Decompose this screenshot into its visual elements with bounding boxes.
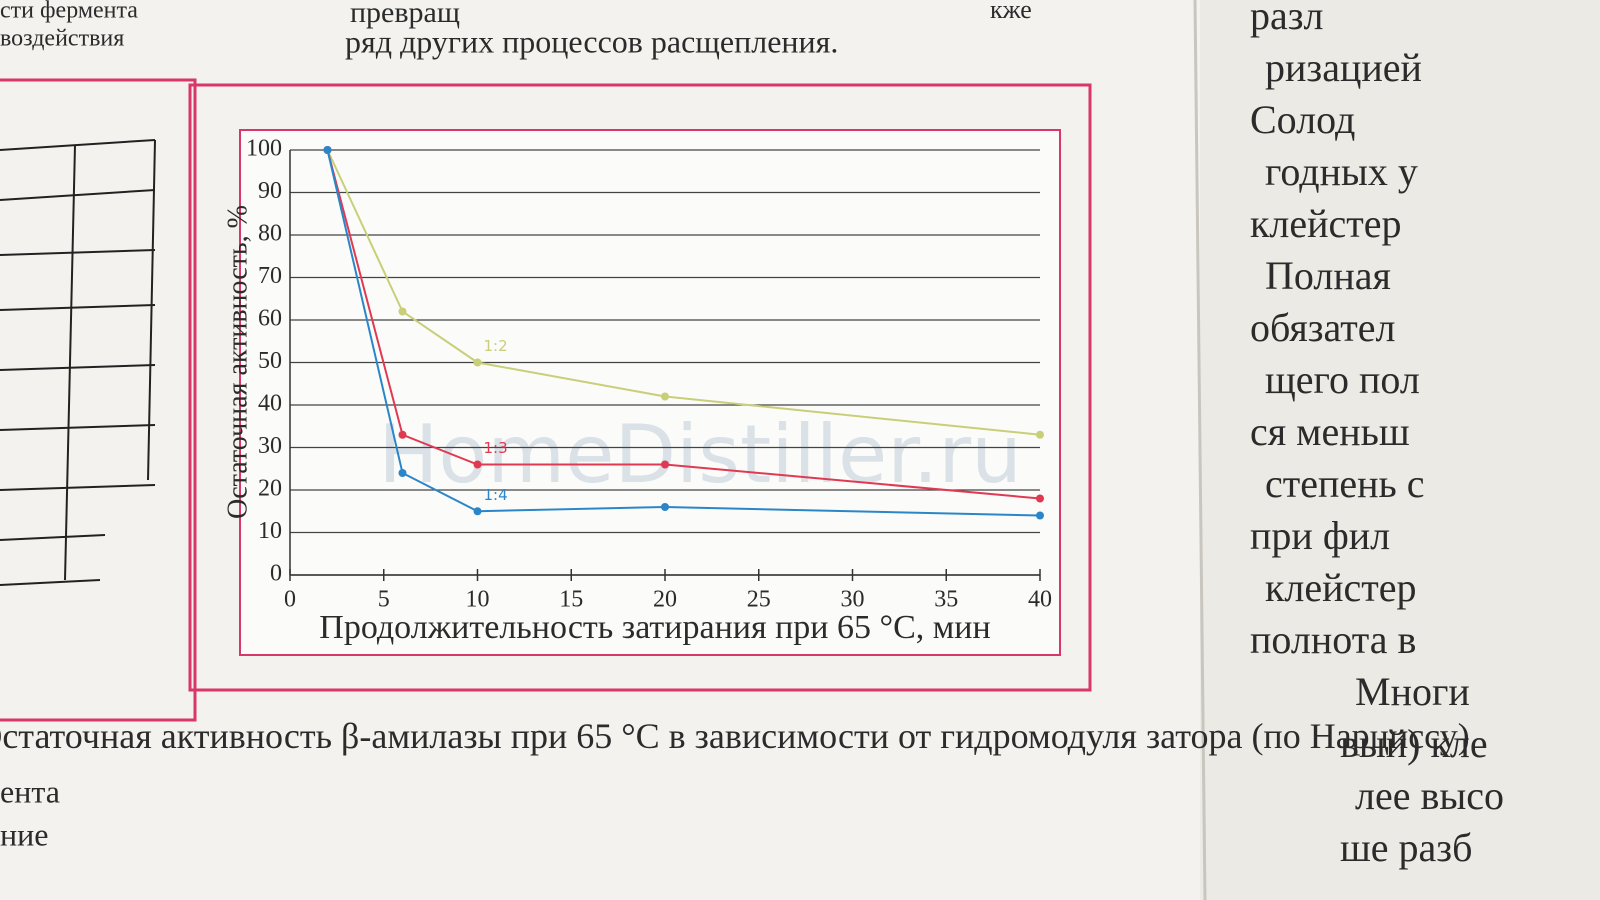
y-tick-label: 20 — [258, 476, 282, 502]
data-point — [398, 307, 407, 316]
y-tick-label: 40 — [258, 391, 282, 417]
x-tick-label: 5 — [378, 587, 390, 613]
left-text: воздействия — [0, 26, 124, 52]
right-text: ся меньш — [1250, 409, 1410, 454]
caption-text: Остаточная активность β-амилазы при 65 °… — [0, 716, 1470, 756]
data-point — [473, 358, 482, 367]
x-tick-label: 20 — [653, 587, 677, 613]
right-text: обязател — [1250, 305, 1396, 350]
right-text: годных у — [1265, 149, 1418, 194]
right-text: ризацией — [1265, 45, 1422, 90]
y-tick-label: 100 — [246, 136, 282, 162]
y-tick-label: 0 — [270, 561, 282, 587]
data-point — [398, 469, 407, 477]
top-text: ряд других процессов расщепления. — [345, 23, 838, 59]
x-tick-label: 35 — [934, 587, 958, 613]
series-label: 1:2 — [484, 337, 508, 355]
figure-frame — [188, 83, 1092, 692]
left-frame — [0, 78, 197, 722]
x-tick-label: 30 — [841, 587, 865, 613]
left-text: ние — [0, 816, 48, 852]
x-tick-label: 15 — [559, 587, 583, 613]
y-tick-label: 80 — [258, 221, 282, 247]
data-point — [1036, 511, 1044, 520]
data-point — [323, 146, 332, 154]
x-tick-label: 10 — [466, 587, 490, 613]
right-text: при фил — [1250, 513, 1390, 558]
right-text: клейстер — [1250, 201, 1402, 246]
series-label: 1:3 — [484, 439, 508, 457]
y-tick-label: 30 — [258, 433, 282, 459]
book-fold — [1193, 0, 1207, 900]
left-table — [0, 139, 156, 586]
right-text: вый) кле — [1340, 721, 1488, 766]
series-label: 1:4 — [484, 486, 508, 504]
data-point — [1036, 430, 1044, 439]
x-axis-title: Продолжительность затирания при 65 °C, м… — [319, 609, 990, 646]
x-tick-label: 0 — [284, 587, 296, 613]
right-text: щего пол — [1265, 357, 1420, 402]
x-tick-label: 25 — [747, 587, 771, 613]
data-point — [661, 503, 669, 511]
data-point — [1036, 494, 1044, 503]
right-text: полнота в — [1250, 617, 1416, 662]
y-tick-label: 60 — [258, 306, 282, 332]
top-text: кже — [990, 0, 1032, 24]
data-point — [473, 460, 482, 469]
right-text: Многи — [1355, 669, 1470, 714]
data-point — [661, 392, 669, 401]
top-text: превращ — [350, 0, 460, 29]
x-tick-label: 40 — [1028, 587, 1052, 613]
y-tick-label: 90 — [258, 178, 282, 204]
right-text: Солод — [1250, 97, 1355, 142]
right-text: Полная — [1265, 253, 1391, 298]
data-point — [473, 507, 482, 516]
right-text: разл — [1250, 0, 1324, 38]
data-point — [661, 460, 669, 469]
left-text: сти фермента — [0, 0, 138, 24]
y-axis-title: Остаточная активность, % — [222, 205, 253, 519]
y-tick-label: 10 — [258, 518, 282, 544]
right-text: ше разб — [1340, 825, 1472, 870]
right-text: клейстер — [1265, 565, 1417, 610]
data-point — [398, 430, 407, 439]
right-text: лее высо — [1355, 773, 1504, 818]
watermark: HomeDistiller.ru — [378, 408, 1022, 501]
y-tick-label: 70 — [258, 263, 282, 289]
y-tick-label: 50 — [258, 348, 282, 374]
right-text: степень с — [1265, 461, 1425, 506]
chart-frame — [239, 129, 1061, 656]
right-page — [1200, 0, 1600, 900]
figure-caption: Рис. 3.29.Остаточная активность β-амилаз… — [0, 716, 1470, 756]
left-text: ента — [0, 773, 60, 809]
